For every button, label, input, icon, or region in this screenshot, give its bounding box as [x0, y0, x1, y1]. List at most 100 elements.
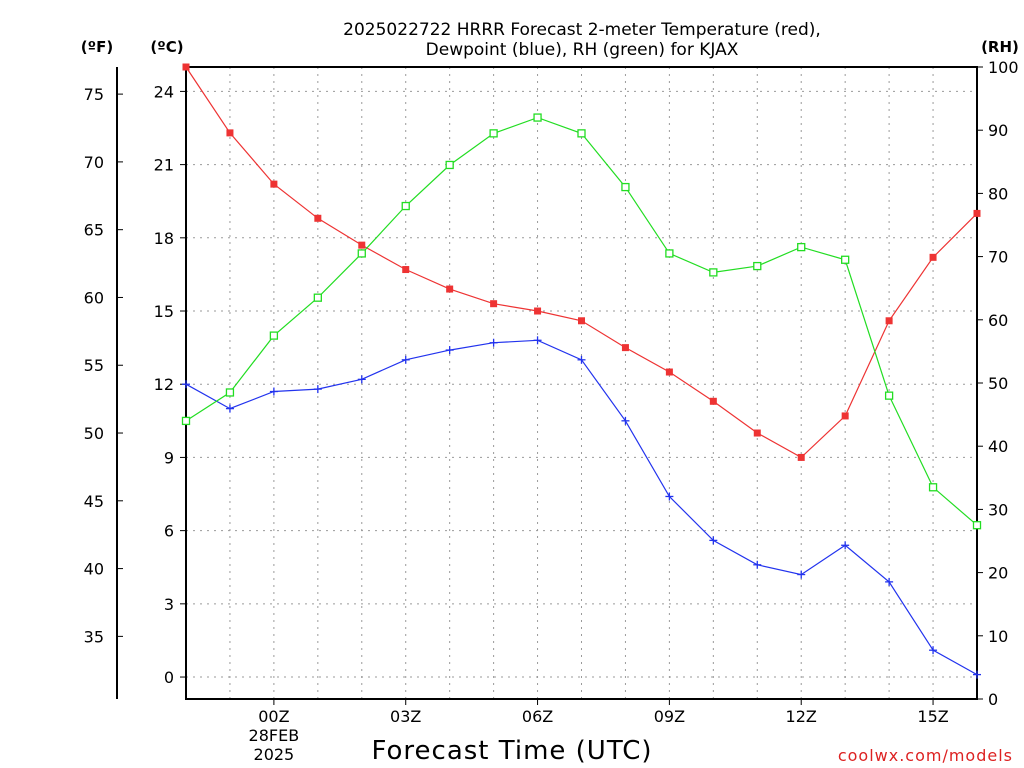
fahrenheit-tick-label: 40 [84, 560, 104, 579]
fahrenheit-tick-label: 50 [84, 424, 104, 443]
time-tick-label: 09Z [654, 707, 685, 726]
dewpoint-point [533, 336, 542, 345]
rh-tick-label: 70 [988, 248, 1008, 267]
dewpoint-point [577, 355, 586, 364]
rh-point [445, 160, 454, 170]
rh-tick-label: 100 [988, 58, 1019, 77]
x-axis-label: Forecast Time (UTC) [371, 736, 652, 766]
rh-point [313, 293, 322, 302]
temperature-point [182, 63, 190, 71]
rh-tick-label: 90 [988, 121, 1008, 140]
rh-point [225, 388, 235, 397]
dewpoint-point [753, 560, 762, 569]
celsius-tick-labels: 0 3 6 9 12 15 18 21 24 [154, 82, 186, 687]
dewpoint-point [225, 404, 234, 413]
dewpoint-point [665, 492, 674, 501]
rh-point [753, 261, 762, 271]
dewpoint-point [269, 387, 278, 396]
chart-title-line-1: 2025022722 HRRR Forecast 2-meter Tempera… [343, 20, 821, 40]
temperature-point [446, 285, 454, 293]
rh-point [181, 416, 191, 426]
rh-tick-label: 10 [988, 627, 1008, 646]
rh-tick-label: 60 [988, 311, 1008, 330]
dewpoint-point [489, 338, 498, 347]
temperature-point [929, 253, 937, 261]
celsius-tick-label: 3 [164, 595, 174, 614]
temperature-point [709, 397, 717, 405]
fahrenheit-tick-label: 75 [84, 85, 104, 104]
temperature-point [841, 412, 849, 420]
celsius-tick-label: 15 [154, 302, 174, 321]
time-tick-label: 03Z [390, 707, 421, 726]
dewpoint-point [885, 577, 894, 586]
temperature-point [753, 429, 761, 437]
celsius-unit-label: (ºC) [150, 38, 183, 56]
temperature-point [314, 214, 322, 222]
dewpoint-point [973, 670, 981, 679]
temperature-point [490, 300, 498, 308]
rh-unit-label: (RH) [981, 38, 1019, 56]
rh-tick-label: 80 [988, 184, 1008, 203]
rh-point [269, 331, 279, 340]
dewpoint-point [929, 646, 938, 655]
rh-tick-label: 0 [988, 690, 998, 709]
temperature-point [270, 180, 278, 188]
fahrenheit-tick-label: 60 [84, 288, 104, 307]
celsius-tick-label: 6 [164, 522, 174, 541]
temperature-series [182, 63, 981, 461]
dewpoint-point [621, 416, 630, 425]
credit-text: coolwx.com/models [838, 746, 1013, 765]
rh-point [621, 182, 630, 192]
temperature-point [665, 368, 673, 376]
fahrenheit-tick-label: 35 [84, 627, 104, 646]
data-series [181, 63, 982, 679]
temperature-point [885, 317, 893, 325]
dewpoint-point [709, 536, 718, 545]
chart-title-line-2: Dewpoint (blue), RH (green) for KJAX [426, 40, 739, 60]
temperature-point [797, 453, 805, 461]
rh-tick-label: 30 [988, 500, 1008, 519]
rh-point [357, 249, 366, 258]
fahrenheit-tick-label: 45 [84, 492, 104, 511]
fahrenheit-tick-label: 55 [84, 356, 104, 375]
dewpoint-series [182, 336, 981, 679]
celsius-tick-label: 0 [164, 668, 174, 687]
temperature-point [621, 344, 629, 352]
rh-point [577, 129, 586, 138]
temperature-point [226, 129, 234, 137]
time-tick-label: 00Z [258, 707, 289, 726]
date-tick-label: 28FEB [249, 726, 300, 745]
temperature-point [973, 209, 981, 217]
rh-tick-label: 40 [988, 437, 1008, 456]
temperature-point [578, 317, 585, 325]
rh-tick-label: 50 [988, 374, 1008, 393]
dewpoint-point [797, 570, 806, 579]
celsius-tick-label: 21 [154, 156, 174, 175]
dewpoint-point [357, 375, 366, 384]
rh-point [797, 242, 806, 252]
rh-tick-label: 20 [988, 564, 1008, 583]
dewpoint-point [313, 385, 322, 394]
temperature-point [534, 307, 542, 315]
celsius-tick-label: 9 [164, 448, 174, 467]
rh-point [928, 483, 938, 492]
rh-point [401, 201, 410, 211]
temperature-line [185, 66, 978, 459]
rh-series [181, 113, 982, 530]
time-tick-label: 12Z [786, 707, 817, 726]
celsius-tick-label: 24 [154, 82, 174, 101]
dewpoint-point [401, 355, 410, 364]
celsius-tick-label: 18 [154, 229, 174, 248]
temperature-point [402, 266, 410, 274]
grid-lines [186, 67, 977, 699]
dewpoint-point [841, 541, 850, 550]
time-tick-label: 15Z [917, 707, 948, 726]
time-tick-label: 06Z [522, 707, 553, 726]
dewpoint-point [445, 346, 454, 355]
fahrenheit-tick-labels: 35 40 45 50 55 60 65 70 75 [84, 85, 123, 646]
rh-point [533, 113, 542, 122]
fahrenheit-unit-label: (ºF) [81, 38, 113, 56]
rh-tick-labels: 0 10 20 30 40 50 60 70 80 90 100 [977, 58, 1019, 709]
